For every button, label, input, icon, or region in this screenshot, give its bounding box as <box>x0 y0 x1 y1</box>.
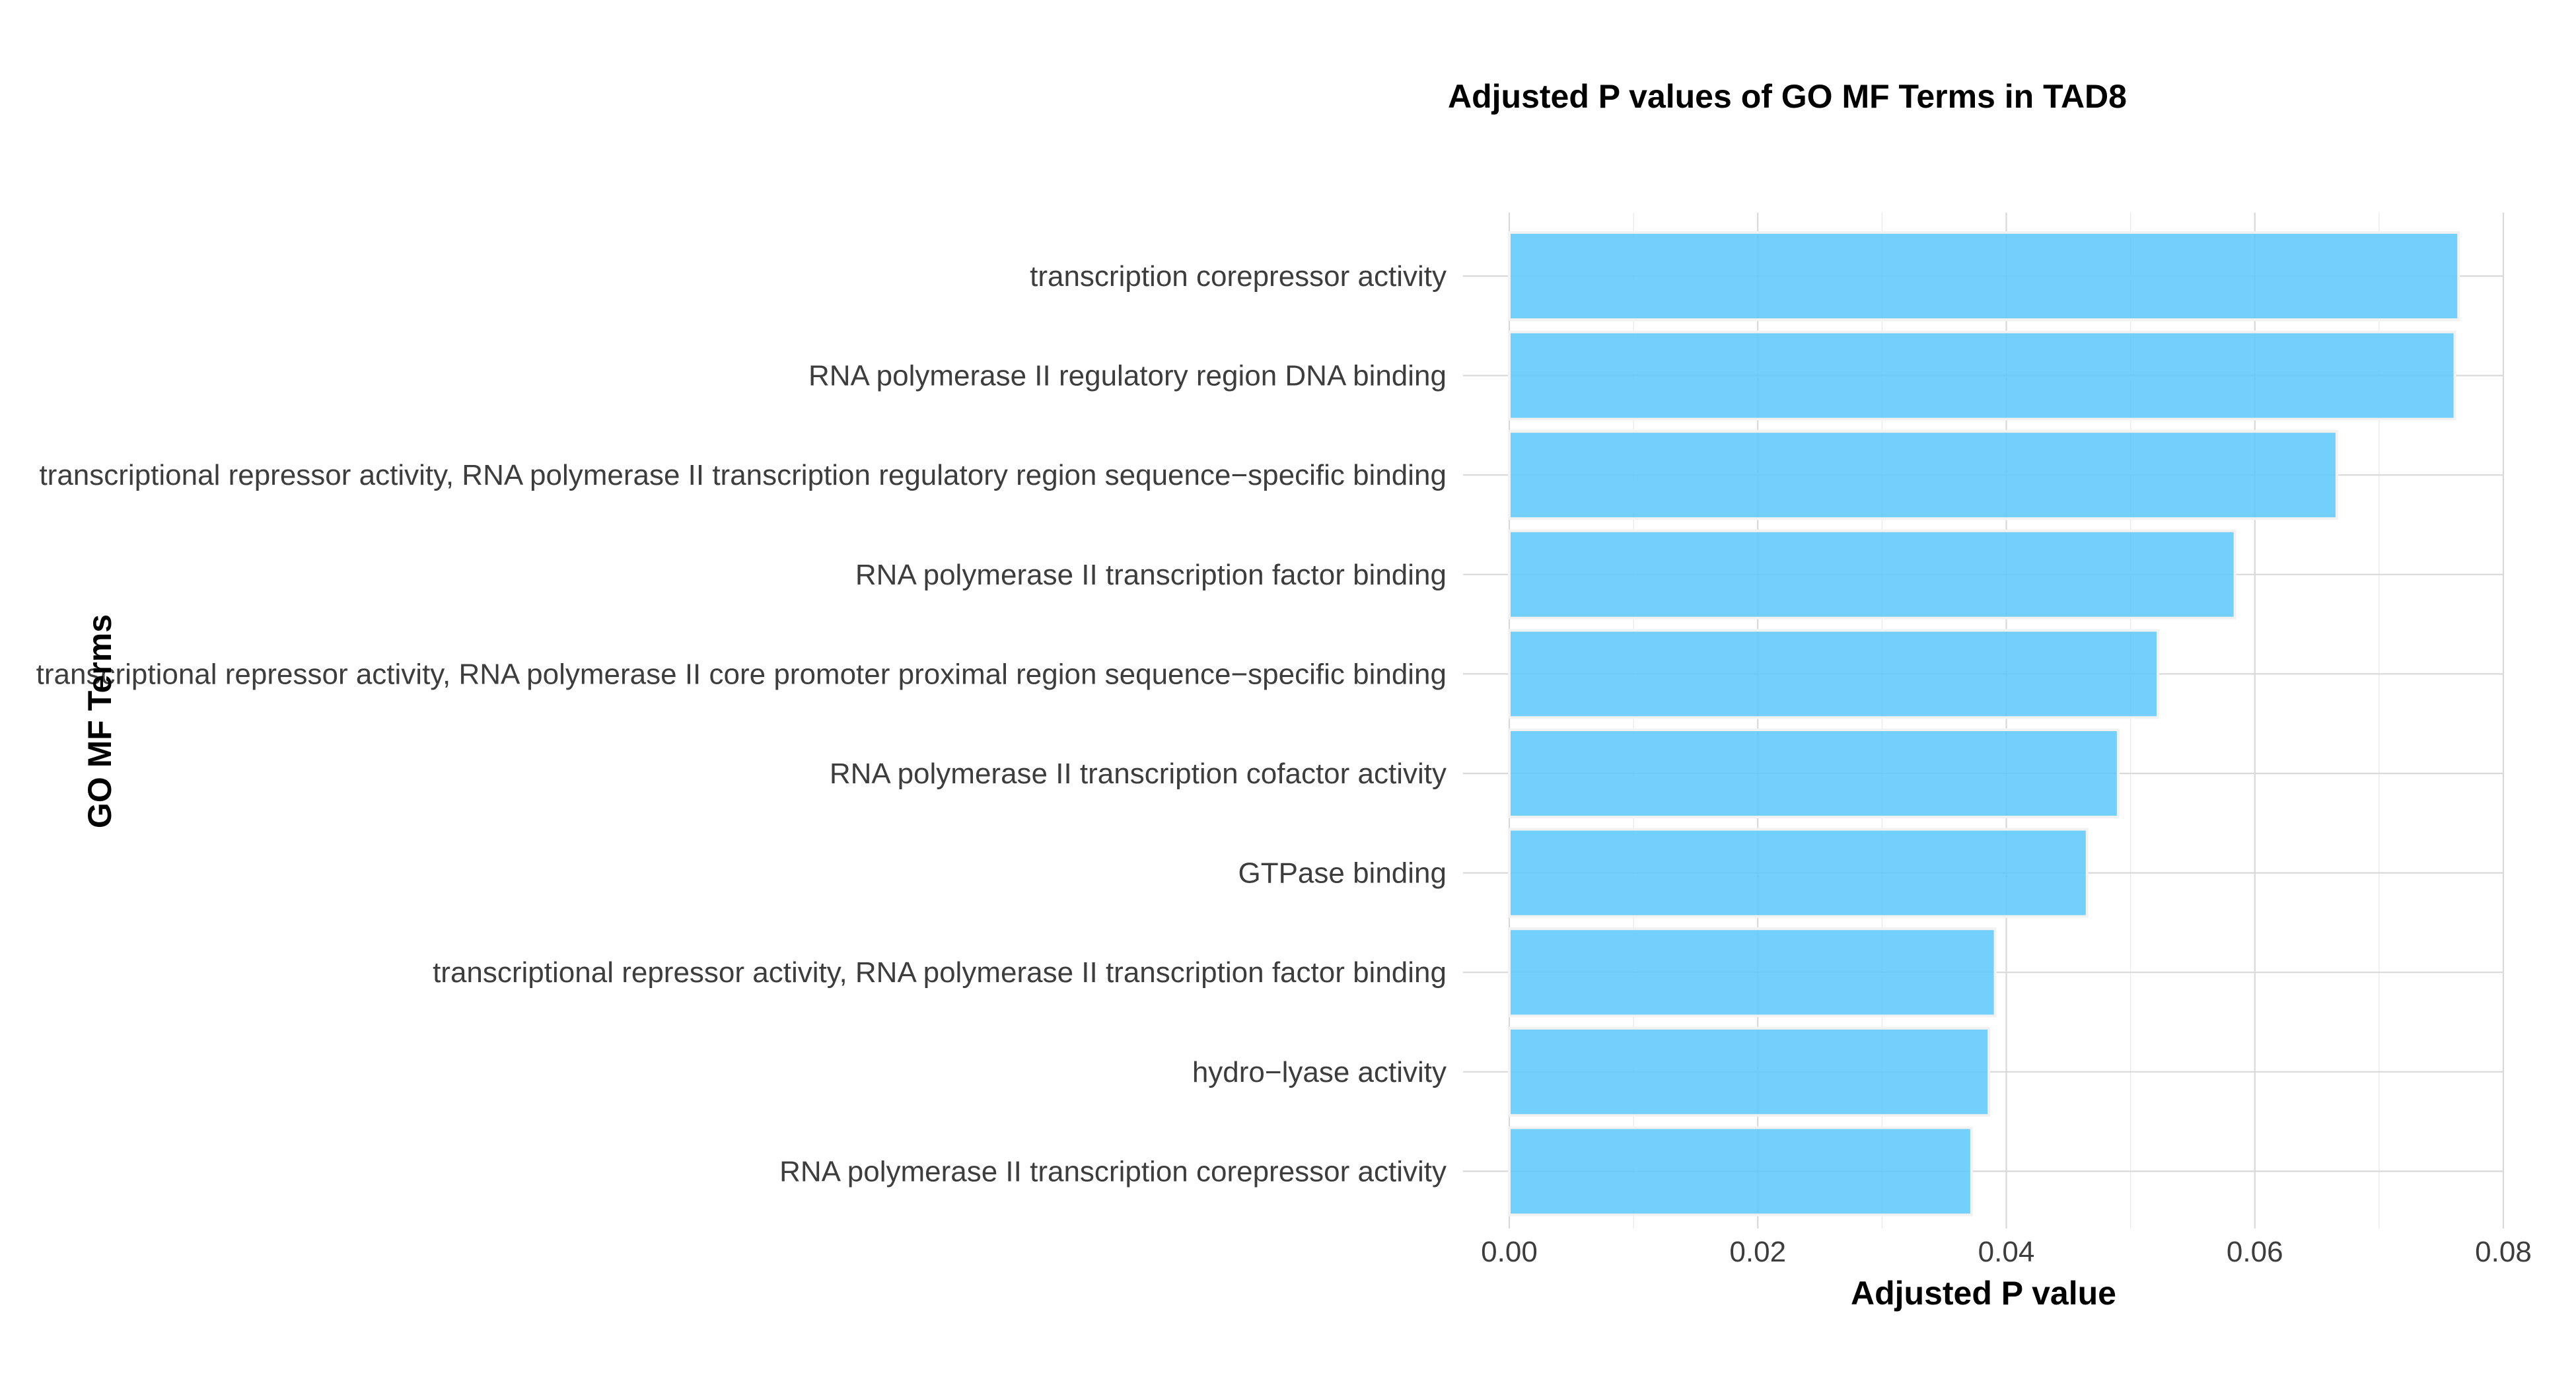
bar <box>1508 231 2460 321</box>
x-tick-label: 0.08 <box>2475 1236 2532 1268</box>
bars <box>1508 231 2460 1217</box>
bar <box>1508 529 2236 620</box>
x-tick-label: 0.00 <box>1481 1236 1538 1268</box>
x-tick-label: 0.04 <box>1978 1236 2035 1268</box>
bar <box>1508 828 2089 918</box>
category-label: RNA polymerase II regulatory region DNA … <box>808 360 1447 392</box>
category-label: RNA polymerase II transcription cofactor… <box>830 758 1447 790</box>
bar <box>1508 629 2160 719</box>
category-label: hydro−lyase activity <box>1192 1056 1447 1088</box>
y-axis-title: GO MF Terms <box>81 614 118 828</box>
bar <box>1508 729 2120 818</box>
chart-title: Adjusted P values of GO MF Terms in TAD8 <box>1448 78 2127 115</box>
category-label: transcriptional repressor activity, RNA … <box>39 459 1447 491</box>
category-label: transcriptional repressor activity, RNA … <box>433 956 1447 989</box>
x-axis-ticks: 0.00 0.02 0.04 0.06 0.08 <box>1481 1236 2532 1268</box>
category-label: RNA polymerase II transcription corepres… <box>779 1155 1447 1188</box>
x-tick-label: 0.02 <box>1729 1236 1786 1268</box>
x-axis-title: Adjusted P value <box>1851 1275 2116 1312</box>
category-label: transcription corepressor activity <box>1030 260 1447 293</box>
bar <box>1508 927 1997 1018</box>
category-label: GTPase binding <box>1238 857 1447 890</box>
bar <box>1508 1126 1973 1217</box>
category-labels: transcription corepressor activity RNA po… <box>36 260 1447 1188</box>
x-tick-label: 0.06 <box>2227 1236 2283 1268</box>
bar <box>1508 1026 1991 1117</box>
category-label: RNA polymerase II transcription factor b… <box>855 559 1447 591</box>
bar <box>1508 430 2338 520</box>
bar <box>1508 330 2456 421</box>
category-label: transcriptional repressor activity, RNA … <box>36 658 1447 690</box>
